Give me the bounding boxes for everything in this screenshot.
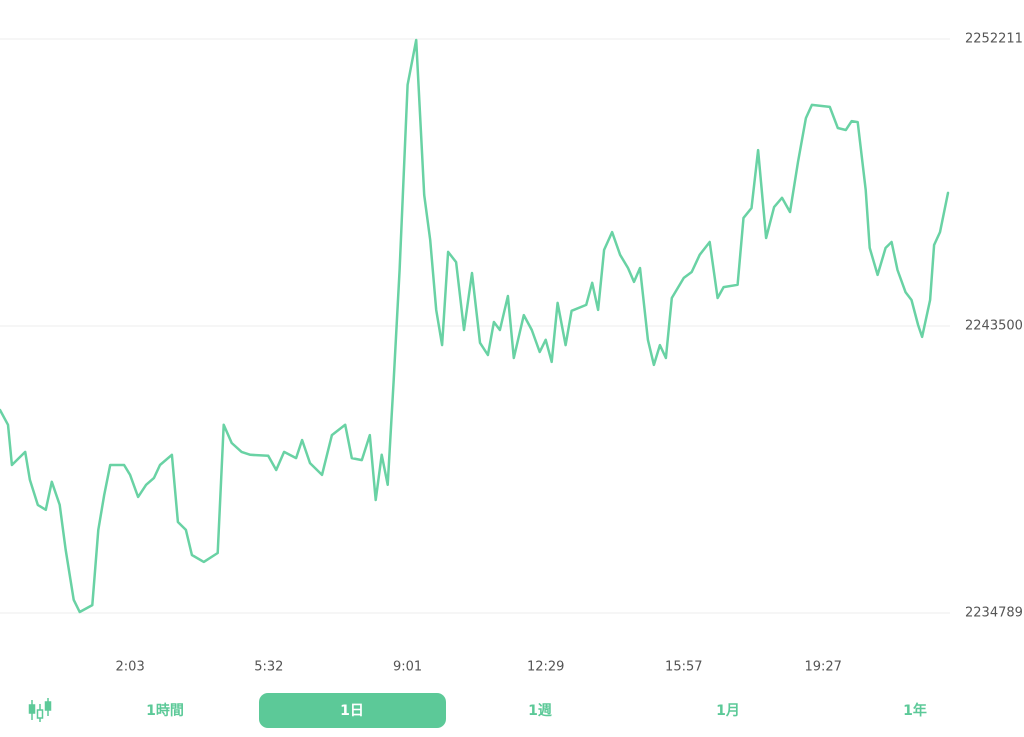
period-button[interactable]: 1週 xyxy=(528,703,552,719)
candle-icon[interactable] xyxy=(28,698,52,722)
period-button[interactable]: 1月 xyxy=(716,703,740,719)
y-tick-label: 2252211 xyxy=(965,32,1023,47)
period-button[interactable]: 1年 xyxy=(903,702,927,719)
period-button[interactable]: 1時間 xyxy=(146,702,184,719)
x-tick-label: 2:03 xyxy=(116,660,145,675)
x-tick-label: 12:29 xyxy=(527,660,564,675)
selected-pill xyxy=(259,693,446,728)
price-line xyxy=(0,38,950,614)
y-tick-label: 2243500 xyxy=(965,319,1023,334)
y-tick-label: 2234789 xyxy=(965,606,1023,621)
x-tick-label: 5:32 xyxy=(254,660,283,675)
x-tick-label: 19:27 xyxy=(804,660,841,675)
period-button[interactable]: 1日 xyxy=(340,703,364,719)
x-tick-label: 15:57 xyxy=(665,660,702,675)
x-tick-label: 9:01 xyxy=(393,660,422,675)
